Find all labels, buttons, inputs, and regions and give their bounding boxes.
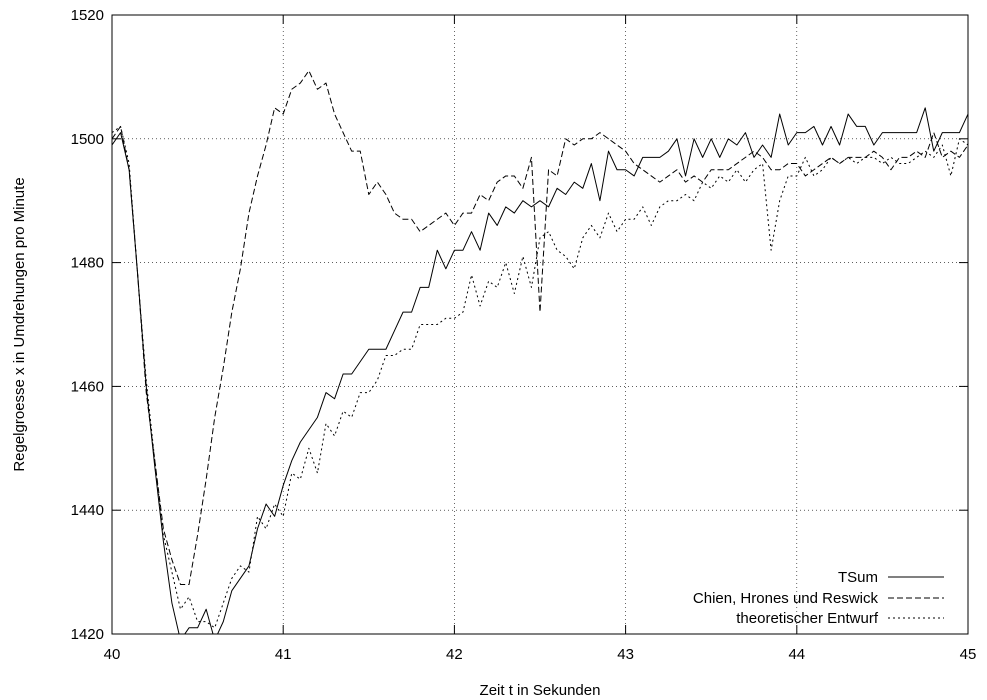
x-tick-label: 45 — [960, 646, 977, 663]
legend-label-1: TSum — [838, 569, 878, 586]
x-axis-title: Zeit t in Sekunden — [480, 682, 601, 699]
x-tick-labels: 40 41 42 43 44 45 — [104, 646, 977, 663]
y-tick-label: 1480 — [71, 255, 104, 272]
x-tick-label: 44 — [788, 646, 805, 663]
y-tick-label: 1520 — [71, 7, 104, 24]
x-tick-label: 40 — [104, 646, 121, 663]
series-line-2 — [112, 70, 968, 585]
y-tick-label: 1500 — [71, 131, 104, 148]
plot-frame — [111, 14, 969, 635]
grid — [112, 15, 968, 634]
y-tick-labels: 1420 1440 1460 1480 1500 1520 — [71, 7, 104, 643]
x-tick-label: 43 — [617, 646, 634, 663]
series-line-1 — [112, 107, 968, 634]
series-group — [112, 70, 968, 634]
x-tick-label: 41 — [275, 646, 292, 663]
y-axis-title: Regelgroesse x in Umdrehungen pro Minute — [11, 177, 28, 471]
series-line-3 — [112, 125, 968, 629]
legend: TSum Chien, Hrones und Reswick theoretisch… — [693, 569, 944, 627]
legend-label-2: Chien, Hrones und Reswick — [693, 590, 879, 607]
y-tick-label: 1460 — [71, 378, 104, 395]
x-tick-label: 42 — [446, 646, 463, 663]
legend-label-3: theoretischer Entwurf — [736, 610, 879, 627]
y-tick-label: 1440 — [71, 502, 104, 519]
y-tick-label: 1420 — [71, 626, 104, 643]
